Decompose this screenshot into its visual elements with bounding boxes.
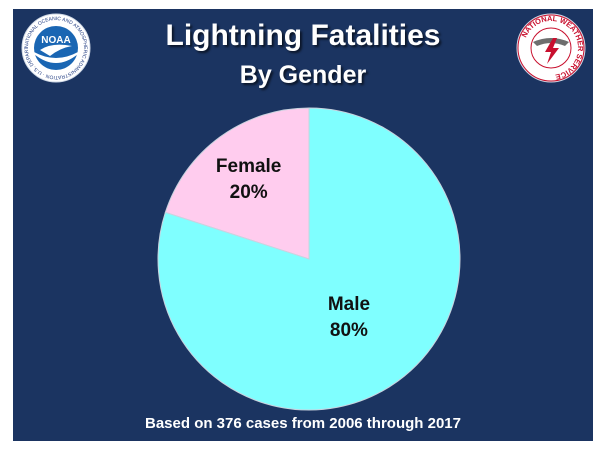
chart-footnote: Based on 376 cases from 2006 through 201… — [145, 415, 461, 432]
chart-title: Lightning Fatalities — [165, 19, 441, 52]
pie-slice-male — [157, 107, 461, 411]
slice-value-female: 20% — [230, 182, 268, 203]
noaa-logo: NATIONAL OCEANIC AND ATMOSPHERIC ADMINIS… — [20, 12, 91, 83]
noaa-logo-text: NOAA — [41, 35, 70, 46]
chart-slide: Lightning Fatalities By Gender NATIONAL … — [13, 9, 593, 441]
chart-subtitle: By Gender — [239, 61, 367, 89]
slice-label-female: Female — [216, 156, 281, 177]
slice-value-male: 80% — [330, 320, 368, 341]
slice-label-male: Male — [328, 294, 370, 315]
pie-slice-female — [164, 107, 310, 260]
pie-chart: Female 20% Male 80% — [157, 107, 461, 411]
nws-logo: NATIONAL WEATHER SERVICE — [516, 13, 586, 83]
